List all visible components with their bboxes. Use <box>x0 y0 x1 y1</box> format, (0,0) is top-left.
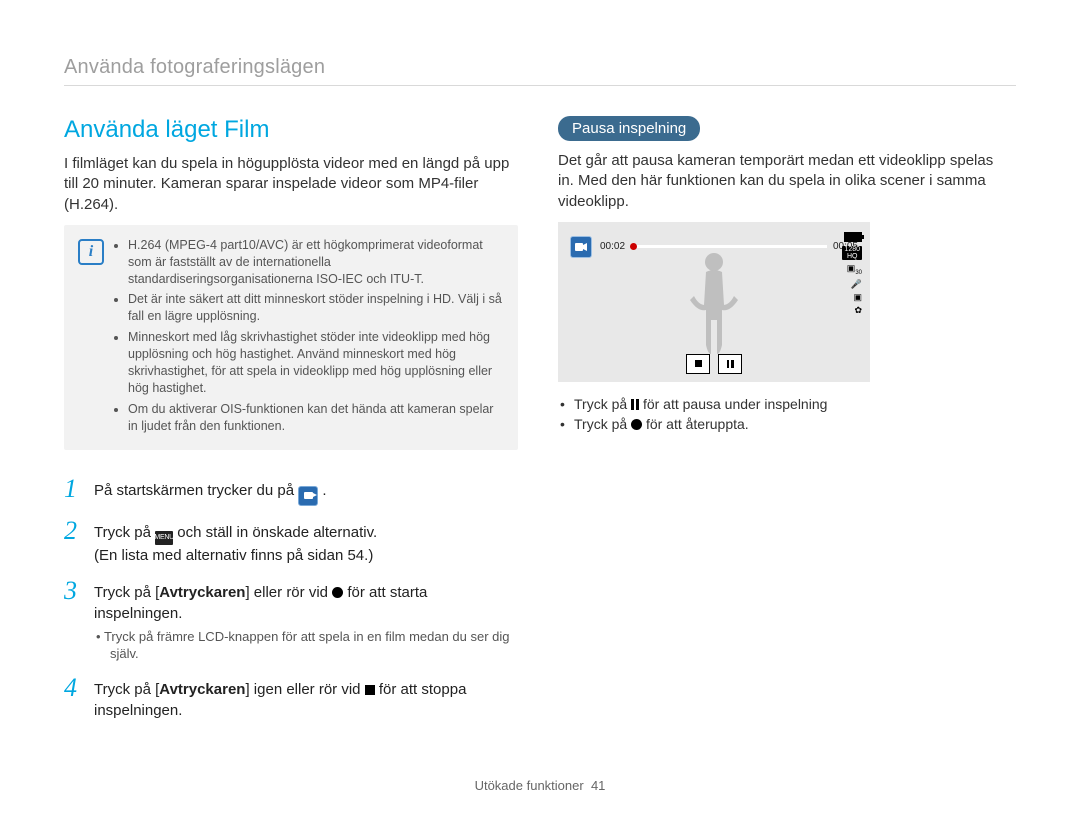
lcd-control-bar <box>686 354 742 374</box>
step-2: 2 Tryck på MENU och ställ in önskade alt… <box>64 518 518 566</box>
intro-paragraph: I filmläget kan du spela in högupplösta … <box>64 154 518 215</box>
step-text: ] igen eller rör vid <box>245 681 364 698</box>
battery-icon <box>844 232 862 242</box>
step-body: Tryck på [Avtryckaren] igen eller rör vi… <box>94 675 518 721</box>
step-1: 1 På startskärmen trycker du på . <box>64 476 518 506</box>
section-header: Använda fotograferingslägen <box>64 56 1016 86</box>
bullet-text: för att återuppta. <box>646 416 749 432</box>
step-number: 4 <box>64 675 82 721</box>
page-title: Använda läget Film <box>64 116 518 144</box>
menu-button-icon: MENU <box>155 531 173 545</box>
step-3: 3 Tryck på [Avtryckaren] eller rör vid f… <box>64 578 518 663</box>
step-body: Tryck på [Avtryckaren] eller rör vid för… <box>94 578 518 663</box>
resolution-bottom: HQ <box>847 253 858 260</box>
lcd-progress-bar <box>631 245 827 248</box>
note-item: H.264 (MPEG-4 part10/AVC) är ett högkomp… <box>128 237 504 288</box>
step-text: Tryck på [ <box>94 584 159 601</box>
page-footer: Utökade funktioner 41 <box>0 778 1080 793</box>
instruction-bullets: Tryck på för att pausa under inspelning … <box>558 396 1008 432</box>
section-pill: Pausa inspelning <box>558 116 700 141</box>
step-subnote: Tryck på främre LCD-knappen för att spel… <box>94 628 518 663</box>
lcd-pause-button[interactable] <box>718 354 742 374</box>
step-text: ] eller rör vid <box>245 584 332 601</box>
lcd-mode-icon <box>570 236 592 258</box>
resolution-top: 1280 <box>844 246 860 253</box>
two-column-layout: Använda läget Film I filmläget kan du sp… <box>64 116 1016 733</box>
record-dot-icon <box>631 419 642 430</box>
shutter-label: Avtryckaren <box>159 681 245 698</box>
manual-page: Använda fotograferingslägen Använda läge… <box>0 0 1080 815</box>
step-number: 3 <box>64 578 82 663</box>
footer-page-number: 41 <box>591 778 605 793</box>
bullet-text: Tryck på <box>574 416 631 432</box>
footer-section: Utökade funktioner <box>475 778 584 793</box>
step-number: 2 <box>64 518 82 566</box>
step-text: Tryck på [ <box>94 681 159 698</box>
record-dot-icon <box>332 587 343 598</box>
lcd-time-elapsed: 00:02 <box>600 241 625 252</box>
step-4: 4 Tryck på [Avtryckaren] igen eller rör … <box>64 675 518 721</box>
shutter-label: Avtryckaren <box>159 584 245 601</box>
right-column: Pausa inspelning Det går att pausa kamer… <box>558 116 1008 733</box>
video-mode-icon <box>298 486 318 506</box>
note-box: i H.264 (MPEG-4 part10/AVC) är ett högko… <box>64 225 518 451</box>
bullet-item: Tryck på för att återuppta. <box>574 416 1008 432</box>
note-info-icon: i <box>78 239 104 265</box>
stop-square-icon <box>365 685 375 695</box>
note-item: Minneskort med låg skrivhastighet stöder… <box>128 329 504 397</box>
note-list: H.264 (MPEG-4 part10/AVC) är ett högkomp… <box>114 237 504 439</box>
fps-icon: ▣30 <box>847 264 862 276</box>
person-silhouette-icon <box>684 250 744 360</box>
intro-paragraph: Det går att pausa kameran temporärt meda… <box>558 151 1008 212</box>
step-text: På startskärmen trycker du på <box>94 482 298 499</box>
step-body: Tryck på MENU och ställ in önskade alter… <box>94 518 377 566</box>
focus-icon: ▣ <box>853 293 862 302</box>
step-number: 1 <box>64 476 82 506</box>
mic-icon: 🎤 <box>851 280 862 289</box>
step-text: Tryck på <box>94 524 155 541</box>
bullet-text: Tryck på <box>574 396 631 412</box>
step-text: och ställ in önskade alternativ. <box>177 524 377 541</box>
lcd-stop-button[interactable] <box>686 354 710 374</box>
lcd-progress-dot-icon <box>630 243 637 250</box>
step-text: . <box>322 482 326 499</box>
lcd-status-icons: 1280 HQ ▣30 🎤 ▣ ✿ <box>842 232 862 315</box>
lcd-preview: 00:02 00:05 1280 HQ ▣30 🎤 ▣ ✿ <box>558 222 870 382</box>
pause-icon <box>631 399 639 410</box>
ois-icon: ✿ <box>854 306 862 315</box>
step-list: 1 På startskärmen trycker du på . 2 Tryc… <box>64 476 518 721</box>
step-body: På startskärmen trycker du på . <box>94 476 327 506</box>
note-item: Det är inte säkert att ditt minneskort s… <box>128 291 504 325</box>
step-text: (En lista med alternativ finns på sidan … <box>94 547 373 564</box>
left-column: Använda läget Film I filmläget kan du sp… <box>64 116 518 733</box>
bullet-text: för att pausa under inspelning <box>643 396 827 412</box>
note-item: Om du aktiverar OIS-funktionen kan det h… <box>128 401 504 435</box>
bullet-item: Tryck på för att pausa under inspelning <box>574 396 1008 412</box>
resolution-badge: 1280 HQ <box>842 246 862 260</box>
